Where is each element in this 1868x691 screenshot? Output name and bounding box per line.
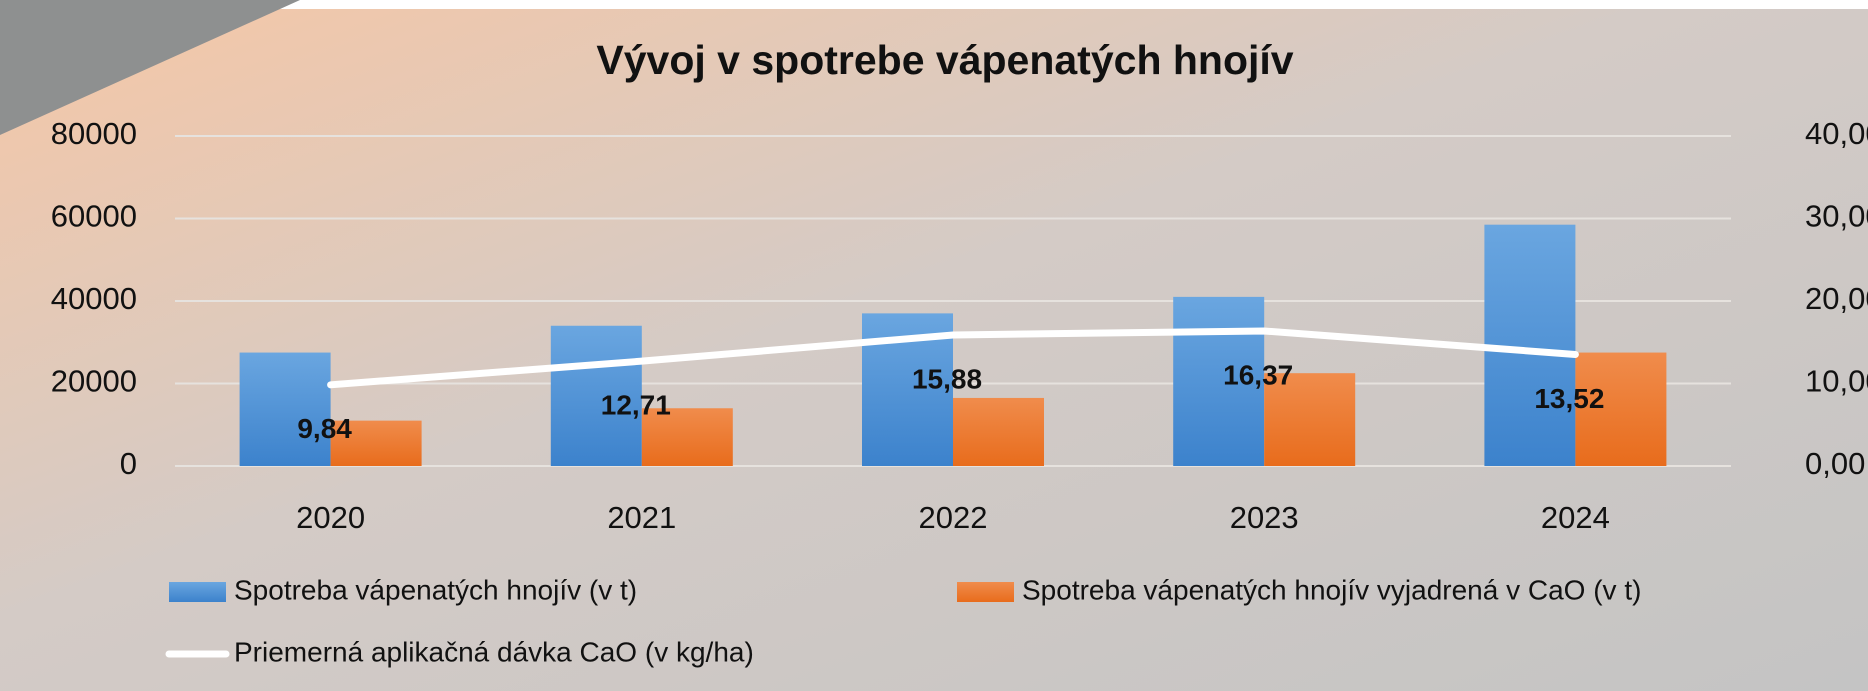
x-tick-label: 2022 xyxy=(919,500,988,535)
bar xyxy=(239,352,331,466)
y2-tick-label: 0,00 xyxy=(1805,446,1865,481)
chart-title: Vývoj v spotrebe vápenatých hnojív xyxy=(596,37,1293,83)
top-strip xyxy=(0,0,1868,9)
legend-label: Priemerná aplikačná dávka CaO (v kg/ha) xyxy=(234,636,754,667)
y-tick-label: 20000 xyxy=(51,364,137,399)
y-tick-label: 80000 xyxy=(51,116,137,151)
y2-tick-label: 10,00 xyxy=(1805,364,1868,399)
y2-tick-label: 20,00 xyxy=(1805,281,1868,316)
bar xyxy=(1575,352,1667,466)
bar xyxy=(1173,296,1265,466)
y2-tick-label: 30,00 xyxy=(1805,199,1868,234)
legend-swatch xyxy=(957,582,1014,602)
data-label: 16,37 xyxy=(1223,359,1293,390)
bar xyxy=(953,397,1044,466)
data-label: 12,71 xyxy=(601,390,671,421)
bar xyxy=(550,325,642,466)
x-tick-label: 2020 xyxy=(296,500,365,535)
x-tick-label: 2023 xyxy=(1230,500,1299,535)
bar xyxy=(1264,373,1356,466)
y2-tick-label: 40,00 xyxy=(1805,116,1868,151)
legend-swatch xyxy=(169,582,226,602)
x-tick-label: 2021 xyxy=(607,500,676,535)
data-label: 13,52 xyxy=(1534,383,1604,414)
y-tick-label: 40000 xyxy=(51,281,137,316)
x-tick-label: 2024 xyxy=(1541,500,1610,535)
data-label: 9,84 xyxy=(297,413,352,444)
data-label: 15,88 xyxy=(912,363,982,394)
bar xyxy=(330,420,422,466)
legend-label: Spotreba vápenatých hnojív vyjadrená v C… xyxy=(1022,574,1641,605)
line xyxy=(327,327,1579,389)
y-tick-label: 0 xyxy=(120,446,137,481)
legend-label: Spotreba vápenatých hnojív (v t) xyxy=(234,574,637,605)
y-tick-label: 60000 xyxy=(51,199,137,234)
photo-corner xyxy=(0,0,300,135)
bar xyxy=(641,408,733,466)
